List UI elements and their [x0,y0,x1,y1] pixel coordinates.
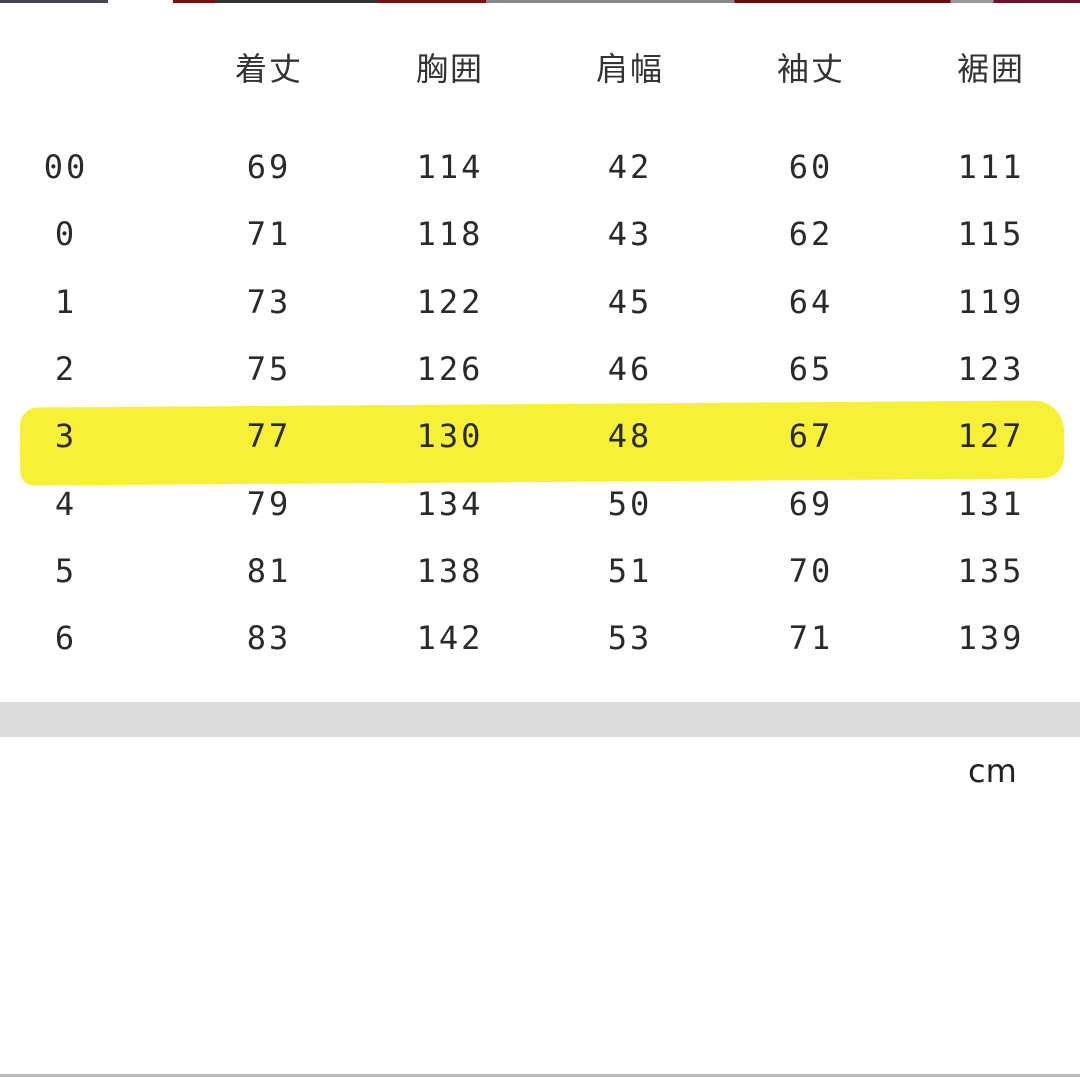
column-header: 裾囲 [956,50,1026,88]
table-cell: 65 [788,349,834,388]
table-cell: 79 [246,484,292,523]
table-cell: 119 [957,282,1025,321]
table-cell: 70 [788,551,834,590]
table-cell: 43 [607,215,653,254]
column-header: 肩幅 [595,50,665,88]
table-cell: 69 [246,148,292,186]
size-label: 3 [54,417,78,456]
table-cell: 142 [416,619,484,658]
table-cell: 53 [607,619,653,658]
table-cell: 114 [416,148,484,186]
table-cell: 77 [246,417,292,456]
table-cell: 48 [607,417,653,456]
unit-label: cm [968,752,1017,790]
column-header: 胸囲 [415,50,485,88]
table-cell: 64 [788,282,834,321]
table-cell: 134 [416,484,484,523]
table-cell: 45 [607,282,653,321]
size-label: 00 [43,148,89,186]
column-header: 袖丈 [776,50,846,88]
table-cell: 131 [957,484,1025,523]
table-cell: 122 [416,282,484,321]
gray-divider-band [0,702,1080,737]
size-label: 5 [54,551,78,590]
table-cell: 135 [957,551,1025,590]
size-label: 2 [54,349,78,388]
size-label: 0 [54,215,78,254]
table-cell: 62 [788,215,834,254]
table-cell: 127 [957,417,1025,456]
table-cell: 46 [607,349,653,388]
table-cell: 118 [416,215,484,254]
table-cell: 71 [246,215,292,254]
table-cell: 123 [957,349,1025,388]
size-label: 6 [54,619,78,658]
table-cell: 139 [957,619,1025,658]
table-cell: 71 [788,619,834,658]
size-label: 4 [54,484,78,523]
table-cell: 83 [246,619,292,658]
table-cell: 67 [788,417,834,456]
table-cell: 126 [416,349,484,388]
table-cell: 60 [788,148,834,186]
table-cell: 51 [607,551,653,590]
size-label: 1 [54,282,78,321]
table-cell: 138 [416,551,484,590]
table-cell: 75 [246,349,292,388]
table-cell: 111 [957,148,1025,186]
highlight-marker-row-3 [19,400,1065,486]
table-cell: 130 [416,417,484,456]
table-cell: 73 [246,282,292,321]
table-cell: 69 [788,484,834,523]
table-cell: 42 [607,148,653,186]
table-cell: 115 [957,215,1025,254]
column-header: 着丈 [234,50,304,88]
bottom-edge [0,1074,1080,1077]
table-cell: 81 [246,551,292,590]
top-image-edge [0,0,1080,3]
table-cell: 50 [607,484,653,523]
